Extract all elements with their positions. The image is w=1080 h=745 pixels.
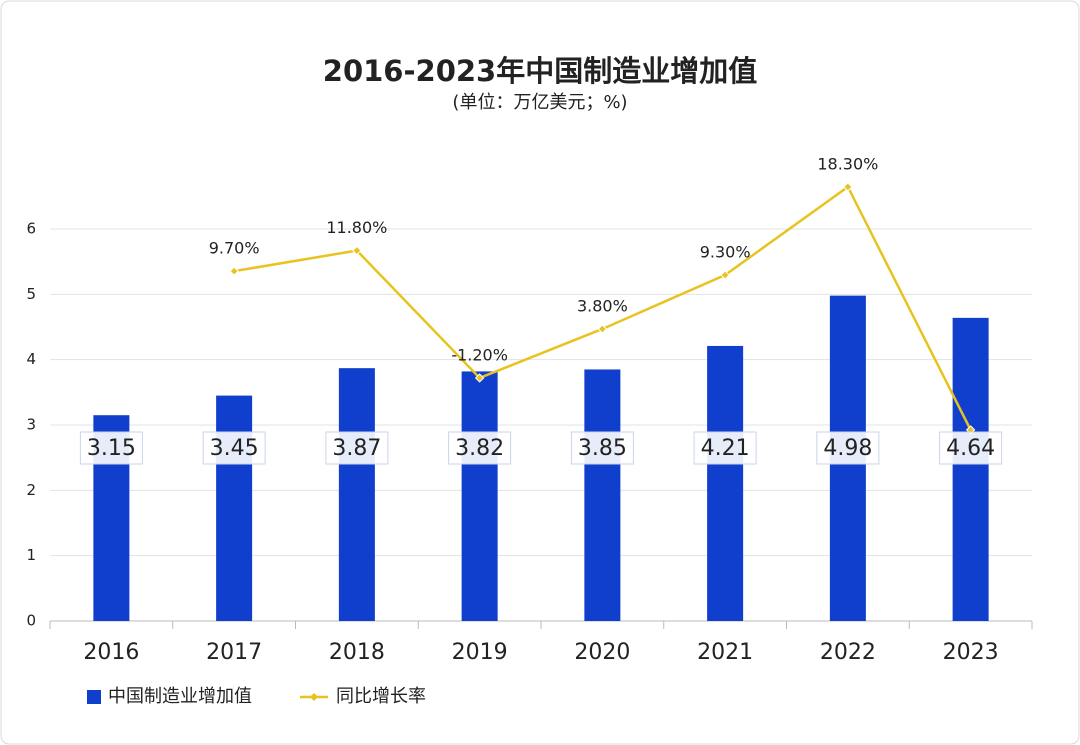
- bar-value-label: 3.45: [210, 436, 259, 461]
- bar: [584, 369, 621, 621]
- bar: [952, 317, 989, 621]
- value-label-box: [79, 431, 143, 465]
- bar: [707, 345, 744, 621]
- line-marker: [843, 182, 853, 192]
- line-marker: [720, 270, 730, 280]
- line-marker: [352, 245, 362, 256]
- legend-label: 中国制造业增加值: [108, 686, 252, 707]
- x-tick-label: 2018: [329, 640, 385, 665]
- bar-value-label: 3.85: [578, 436, 627, 461]
- y-tick-label: 4: [26, 350, 36, 368]
- bar: [461, 371, 498, 621]
- value-label-box: [939, 431, 1003, 465]
- line-value-label: 9.70%: [209, 239, 260, 258]
- legend-swatch: [87, 690, 101, 704]
- bar-value-label: 4.98: [823, 436, 872, 461]
- y-tick-label: 3: [26, 416, 36, 434]
- x-tick-label: 2020: [574, 640, 630, 665]
- chart-title: 2016-2023年中国制造业增加值: [323, 54, 757, 88]
- y-tick-label: 0: [26, 612, 36, 630]
- x-tick-label: 2017: [206, 640, 262, 665]
- x-tick-label: 2023: [943, 640, 999, 665]
- value-label-box: [693, 431, 757, 465]
- x-tick-label: 2016: [83, 640, 139, 665]
- line-value-label: -1.20%: [451, 345, 508, 364]
- value-label-box: [325, 431, 389, 465]
- line-marker: [229, 266, 239, 276]
- bar-value-label: 3.15: [87, 436, 136, 461]
- line-value-label: 11.80%: [326, 218, 387, 237]
- y-tick-label: 2: [26, 481, 36, 499]
- line-value-label: 9.30%: [700, 243, 751, 262]
- line-marker: [474, 373, 485, 383]
- value-label-box: [570, 431, 634, 465]
- bar-value-label: 4.21: [701, 436, 750, 461]
- bar: [216, 395, 253, 621]
- value-label-box: [448, 431, 512, 465]
- bar-value-label: 4.64: [946, 436, 995, 461]
- line-value-label: 18.30%: [817, 154, 878, 173]
- y-tick-label: 6: [26, 220, 36, 238]
- x-tick-label: 2019: [452, 640, 508, 665]
- legend-swatch-marker: [310, 693, 318, 701]
- value-label-box: [816, 431, 880, 465]
- line-value-label: 3.80%: [577, 296, 628, 315]
- legend-label: 同比增长率: [336, 686, 426, 707]
- line-marker: [597, 324, 608, 334]
- value-label-box: [202, 431, 266, 465]
- x-tick-label: 2022: [820, 640, 876, 665]
- bar-value-label: 3.87: [332, 436, 381, 461]
- chart-subtitle: (单位：万亿美元；%): [452, 92, 627, 113]
- y-tick-label: 5: [26, 285, 36, 303]
- x-tick-label: 2021: [697, 640, 753, 665]
- y-tick-label: 1: [26, 546, 36, 564]
- bar: [338, 368, 375, 621]
- bar-value-label: 3.82: [455, 436, 504, 461]
